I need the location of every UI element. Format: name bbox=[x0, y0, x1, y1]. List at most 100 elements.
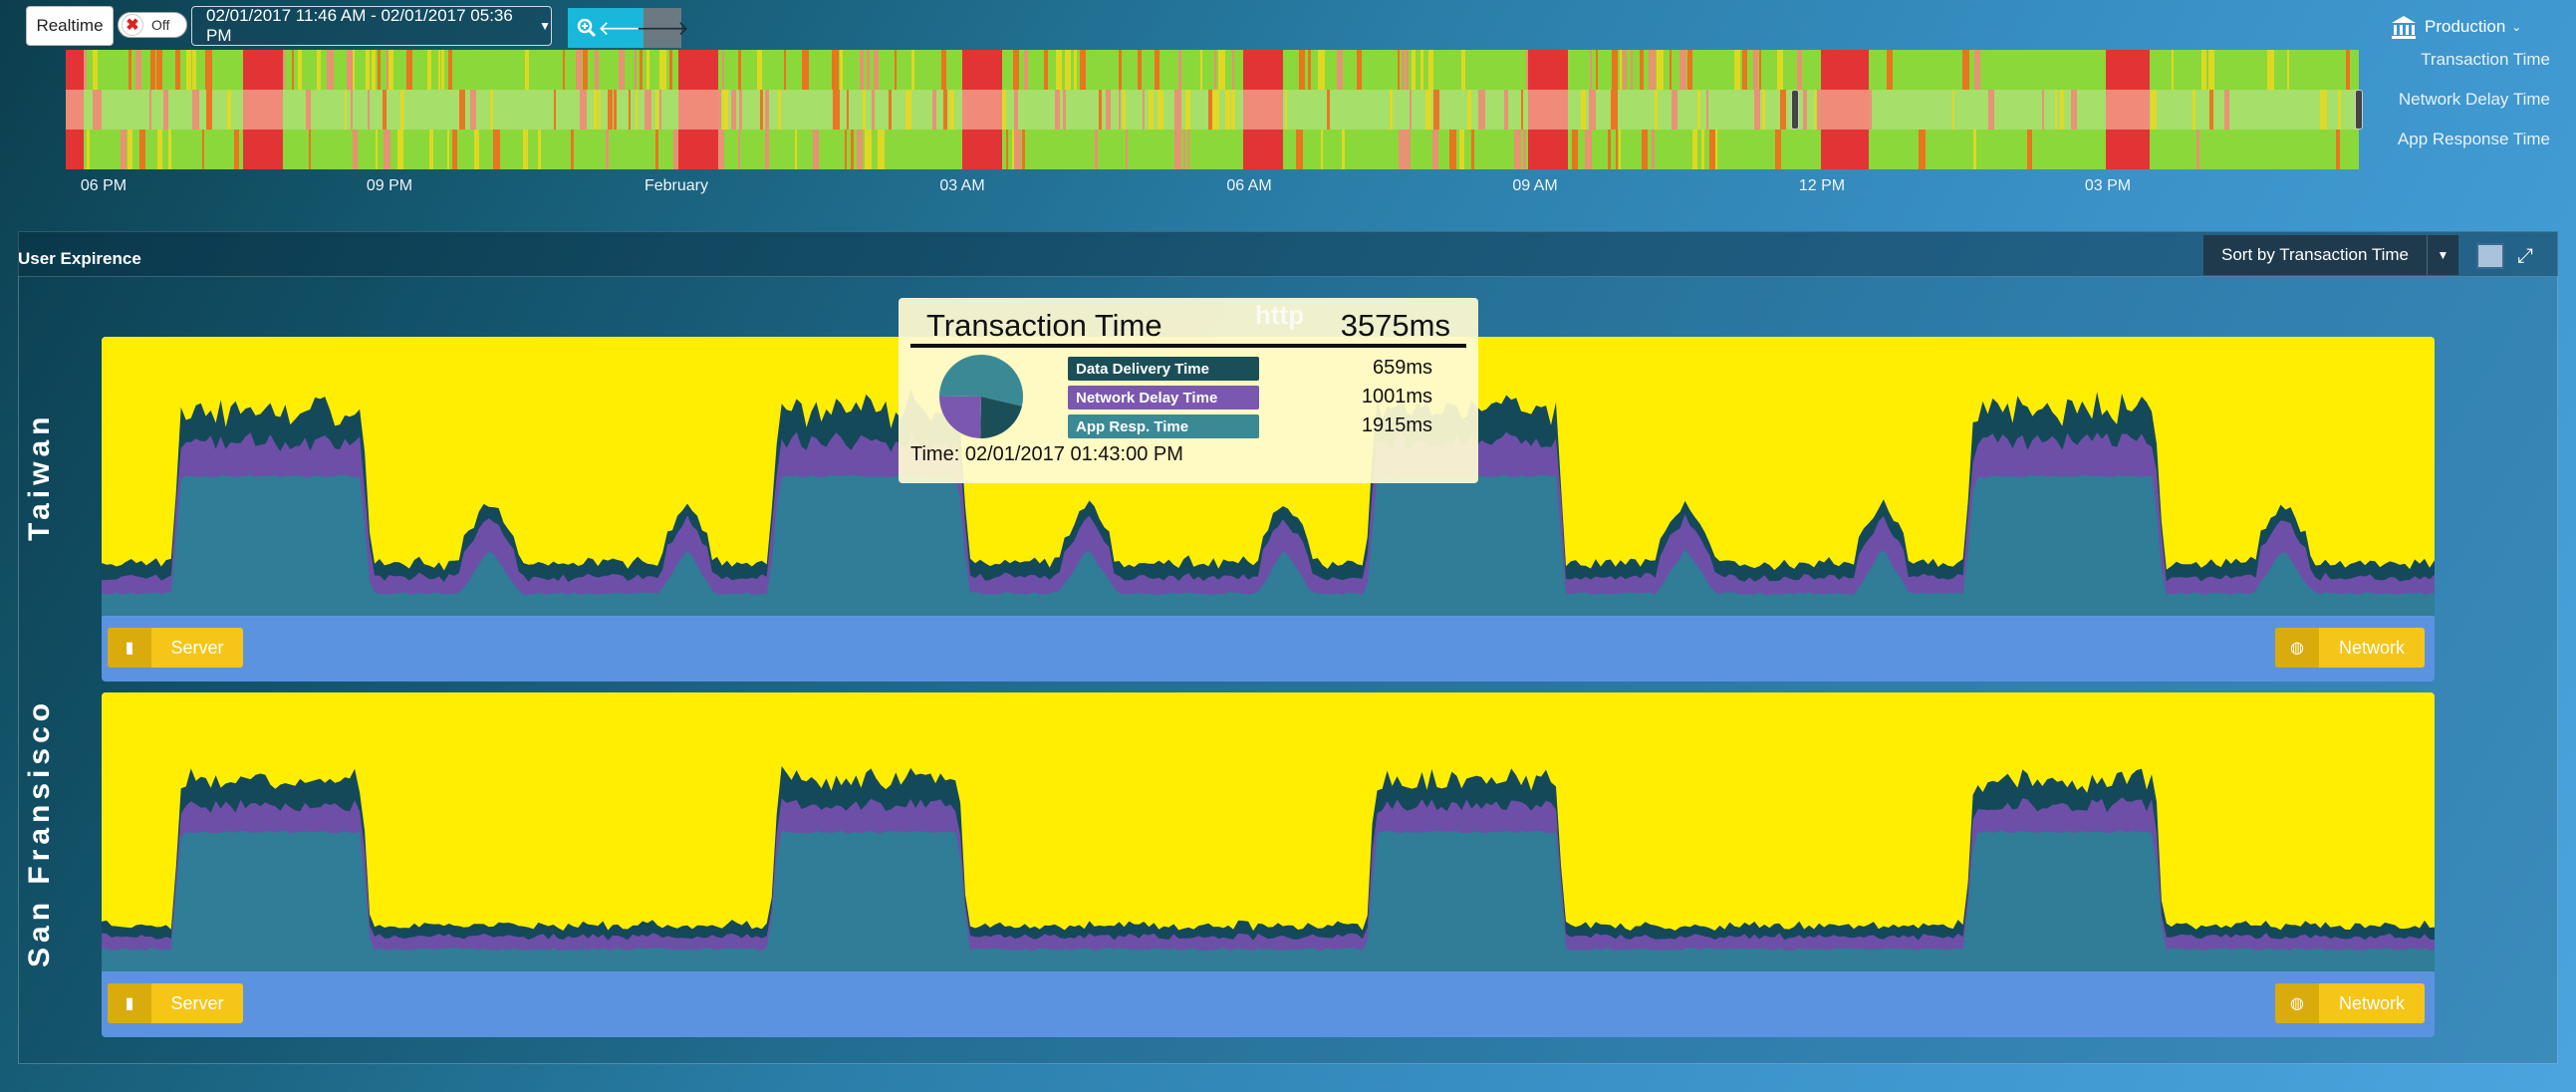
realtime-button[interactable]: Realtime bbox=[26, 6, 114, 46]
heatmap-cell bbox=[1318, 50, 1325, 90]
sort-button[interactable]: Sort by Transaction Time bbox=[2203, 235, 2427, 275]
heatmap-cell bbox=[1692, 130, 1697, 169]
heatmap-cell bbox=[406, 50, 412, 90]
heatmap-cell bbox=[2208, 50, 2214, 90]
legend-app-resp: App Resp. Time bbox=[1068, 414, 1259, 438]
network-button[interactable]: ◍ Network bbox=[2275, 628, 2425, 668]
heatmap-cell bbox=[175, 50, 180, 90]
lane-label-network: Network Delay Time bbox=[2398, 90, 2550, 109]
heatmap-cell bbox=[813, 130, 819, 169]
heatmap-cell bbox=[1687, 50, 1692, 90]
heatmap-cell bbox=[1074, 50, 1077, 90]
heatmap-cell bbox=[309, 130, 311, 169]
time-tick: 09 PM bbox=[366, 177, 413, 194]
heatmap-peak-block bbox=[66, 50, 84, 90]
brush-handle-left[interactable] bbox=[1791, 90, 1799, 130]
heatmap-cell bbox=[156, 50, 162, 90]
heatmap-cell bbox=[872, 90, 875, 130]
heatmap-lane bbox=[66, 50, 2431, 90]
heatmap-cell bbox=[760, 90, 763, 130]
server-button[interactable]: ▮ Server bbox=[108, 983, 243, 1023]
heatmap-cell bbox=[227, 90, 231, 130]
heatmap-cell bbox=[1149, 90, 1154, 130]
heatmap-cell bbox=[1225, 90, 1230, 130]
heatmap-cell bbox=[1952, 90, 1954, 130]
heatmap-cell bbox=[441, 50, 444, 90]
heatmap-cell bbox=[345, 90, 347, 130]
heatmap-cell bbox=[2346, 50, 2350, 90]
heatmap-cell bbox=[186, 50, 191, 90]
heatmap-cell bbox=[448, 50, 452, 90]
heatmap-cell bbox=[1616, 130, 1618, 169]
server-button[interactable]: ▮ Server bbox=[108, 628, 243, 668]
heatmap-cell bbox=[1461, 50, 1465, 90]
heatmap-cell bbox=[383, 90, 386, 130]
zoom-button[interactable] bbox=[568, 8, 606, 48]
arrow-left-icon: 🡐 bbox=[598, 17, 651, 40]
heatmap-cell bbox=[655, 90, 658, 130]
date-range-picker[interactable]: 02/01/2017 11:46 AM - 02/01/2017 05:36 P… bbox=[191, 6, 552, 46]
heatmap-cell bbox=[580, 90, 587, 130]
heatmap-cell bbox=[1611, 90, 1618, 130]
time-tick: 06 PM bbox=[80, 177, 128, 194]
heatmap-cell bbox=[554, 90, 556, 130]
heatmap-peak-block bbox=[243, 130, 283, 169]
heatmap-peak-block bbox=[678, 50, 718, 90]
heatmap-cell bbox=[1013, 50, 1019, 90]
heatmap-cell bbox=[1405, 130, 1411, 169]
environment-selector[interactable]: Production ⌄ bbox=[2391, 14, 2521, 40]
heatmap-peak-block bbox=[678, 130, 718, 169]
heatmap-cell bbox=[2042, 90, 2044, 130]
back-button[interactable]: 🡐 bbox=[598, 8, 651, 48]
date-range-text: 02/01/2017 11:46 AM - 02/01/2017 05:36 P… bbox=[206, 6, 513, 45]
heatmap-cell bbox=[1596, 50, 1598, 90]
heatmap-cell bbox=[1185, 90, 1190, 130]
heatmap-cell bbox=[757, 50, 762, 90]
heatmap-peak-block bbox=[66, 90, 84, 130]
heatmap-cell bbox=[1701, 130, 1704, 169]
network-button[interactable]: ◍ Network bbox=[2275, 983, 2425, 1023]
tooltip-total: 3575ms bbox=[1340, 308, 1450, 343]
heatmap-cell bbox=[2209, 90, 2213, 130]
heatmap-peak-block bbox=[1243, 130, 1283, 169]
time-tick: 06 AM bbox=[1226, 177, 1272, 194]
heatmap-peak-block bbox=[243, 50, 283, 90]
heatmap-cell bbox=[2338, 90, 2341, 130]
heatmap-peak-block bbox=[1528, 50, 1568, 90]
realtime-toggle[interactable]: ✖ Off bbox=[118, 12, 187, 38]
heatmap-cell bbox=[1299, 50, 1305, 90]
heatmap-cell bbox=[1919, 130, 1926, 169]
forward-button[interactable]: 🡒 bbox=[636, 8, 689, 48]
heatmap-cell bbox=[845, 130, 847, 169]
heatmap-cell bbox=[306, 90, 311, 130]
heatmap-cell bbox=[1014, 90, 1018, 130]
heatmap-cell bbox=[490, 90, 493, 130]
heatmap-cell bbox=[1585, 130, 1592, 169]
value-data-delivery: 659ms bbox=[1372, 357, 1432, 379]
heatmap-cell bbox=[168, 130, 171, 169]
heatmap-cell bbox=[659, 50, 666, 90]
heatmap-peak-block bbox=[1243, 50, 1283, 90]
chart-area[interactable] bbox=[102, 692, 2435, 971]
heatmap-cell bbox=[2027, 130, 2032, 169]
heatmap-cell bbox=[1012, 130, 1014, 169]
heatmap-cell bbox=[1432, 130, 1438, 169]
heatmap-cell bbox=[447, 130, 449, 169]
expand-icon[interactable]: ⤢ bbox=[2517, 244, 2533, 267]
panel-title: User Expirence bbox=[18, 249, 141, 268]
view-toggle-button[interactable] bbox=[2476, 243, 2504, 269]
lane-label-app: App Response Time bbox=[2397, 130, 2550, 148]
heatmap-cell bbox=[1308, 50, 1311, 90]
heatmap-cell bbox=[129, 50, 131, 90]
brush-handle-right[interactable] bbox=[2355, 90, 2363, 130]
heatmap-cell bbox=[2336, 130, 2340, 169]
tooltip-divider bbox=[910, 344, 1466, 348]
heatmap-cell bbox=[1581, 90, 1586, 130]
sort-dropdown-button[interactable]: ▼ bbox=[2427, 235, 2458, 275]
overview-heatmap[interactable] bbox=[66, 50, 2431, 169]
heatmap-cell bbox=[1762, 90, 1765, 130]
heatmap-cell bbox=[1428, 50, 1433, 90]
heatmap-cell bbox=[1631, 50, 1633, 90]
heatmap-cell bbox=[659, 90, 661, 130]
tooltip-watermark: http bbox=[1255, 300, 1305, 330]
